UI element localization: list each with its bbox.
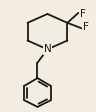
Text: N: N (44, 44, 51, 54)
Text: F: F (83, 22, 89, 32)
Text: F: F (79, 9, 85, 19)
